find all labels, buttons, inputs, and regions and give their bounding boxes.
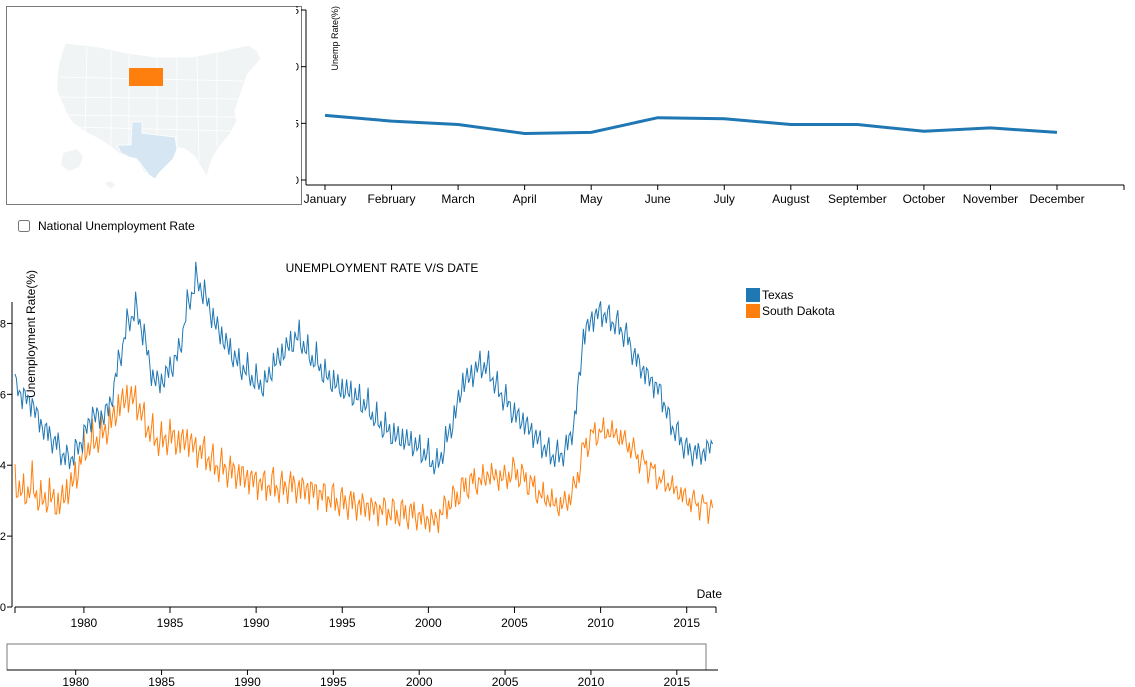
map-alaska[interactable] [61, 149, 83, 171]
monthly-x-tick-label: August [772, 192, 810, 206]
monthly-x-tick-label: September [828, 192, 887, 206]
monthly-y-axis-label: Unemp Rate(%) [330, 6, 340, 71]
main-x-tick-label: 2000 [415, 616, 442, 630]
main-y-tick-label: 0 [0, 602, 6, 614]
monthly-x-tick-label: June [645, 192, 671, 206]
main-x-tick-label: 2015 [673, 616, 700, 630]
main-y-tick-label: 2 [0, 531, 6, 543]
brush-x-tick-label: 2010 [578, 675, 605, 687]
monthly-x-tick-label: May [580, 192, 603, 206]
monthly-x-tick-label: January [304, 192, 347, 206]
main-y-axis-label: Unemployment Rate(%) [24, 270, 38, 398]
brush-x-tick-label: 1985 [148, 675, 175, 687]
series-line-texas [14, 261, 714, 475]
main-x-tick-label: 2010 [587, 616, 614, 630]
legend-label-south-dakota: South Dakota [762, 304, 835, 318]
monthly-x-tick-label: November [963, 192, 1018, 206]
brush-x-ticks: 1980 1985 1990 1995 2000 2005 2010 2015 [62, 670, 690, 687]
main-y-ticks: 0 2 4 6 8 [0, 318, 12, 614]
main-x-tick-label: 1985 [157, 616, 184, 630]
legend: Texas South Dakota [746, 288, 835, 318]
monthly-y-tick-label: 15 [296, 5, 299, 17]
brush-x-tick-label: 2005 [492, 675, 519, 687]
map-contiguous-us[interactable] [56, 42, 262, 179]
brush-x-tick-label: 2000 [406, 675, 433, 687]
unemployment-vs-date-chart: UNEMPLOYMENT RATE V/S DATE Unemployment … [0, 261, 835, 630]
map-hawaii[interactable] [105, 181, 115, 189]
map-state-south-dakota[interactable] [129, 68, 163, 86]
main-y-tick-label: 6 [0, 389, 6, 401]
main-chart-title: UNEMPLOYMENT RATE V/S DATE [286, 261, 479, 275]
monthly-y-tick-label: 0 [296, 175, 299, 187]
legend-swatch-south-dakota [746, 304, 760, 318]
main-y-tick-label: 4 [0, 460, 6, 472]
main-x-tick-label: 1980 [71, 616, 98, 630]
main-x-tick-label: 2005 [501, 616, 528, 630]
monthly-x-ticks: January February March April May June July Augu… [304, 185, 1125, 206]
map-state-texas[interactable] [116, 121, 178, 180]
series-line-south-dakota [14, 384, 714, 534]
brush-x-tick-label: 1995 [320, 675, 347, 687]
brush-x-tick-label: 1980 [62, 675, 89, 687]
monthly-y-ticks: 0 5 10 15 [296, 5, 306, 187]
legend-swatch-texas [746, 288, 760, 302]
main-x-ticks: 1980 1985 1990 1995 2000 2005 2010 2015 [14, 607, 717, 630]
brush-x-tick-label: 2015 [663, 675, 690, 687]
main-y-tick-label: 8 [0, 318, 6, 330]
main-x-tick-label: 1995 [329, 616, 356, 630]
monthly-rate-chart: 051015 JanuaryFebruaryMarchAprilMayJuneJ… [296, 5, 1125, 206]
monthly-x-tick-label: July [714, 192, 735, 206]
monthly-rate-line [324, 113, 1058, 136]
date-brush[interactable]: 1980 1985 1990 1995 2000 2005 2010 2015 [0, 640, 760, 687]
brush-x-tick-label: 1990 [234, 675, 261, 687]
map-base-states[interactable] [56, 42, 262, 189]
monthly-x-tick-label: February [368, 192, 416, 206]
national-rate-toggle[interactable]: National Unemployment Rate [18, 219, 195, 233]
main-x-axis-label: Date [697, 587, 723, 601]
national-rate-label: National Unemployment Rate [38, 219, 195, 233]
main-x-tick-label: 1990 [243, 616, 270, 630]
monthly-y-tick-label: 5 [296, 118, 299, 130]
monthly-x-tick-label: December [1029, 192, 1084, 206]
legend-label-texas: Texas [762, 288, 793, 302]
monthly-x-tick-label: April [513, 192, 537, 206]
national-rate-checkbox[interactable] [18, 220, 30, 232]
us-map-panel[interactable] [6, 6, 302, 205]
monthly-x-tick-label: October [903, 192, 946, 206]
monthly-y-tick-label: 10 [296, 62, 299, 74]
us-map[interactable] [7, 7, 301, 204]
monthly-x-tick-label: March [441, 192, 474, 206]
brush-selection[interactable] [6, 643, 707, 671]
